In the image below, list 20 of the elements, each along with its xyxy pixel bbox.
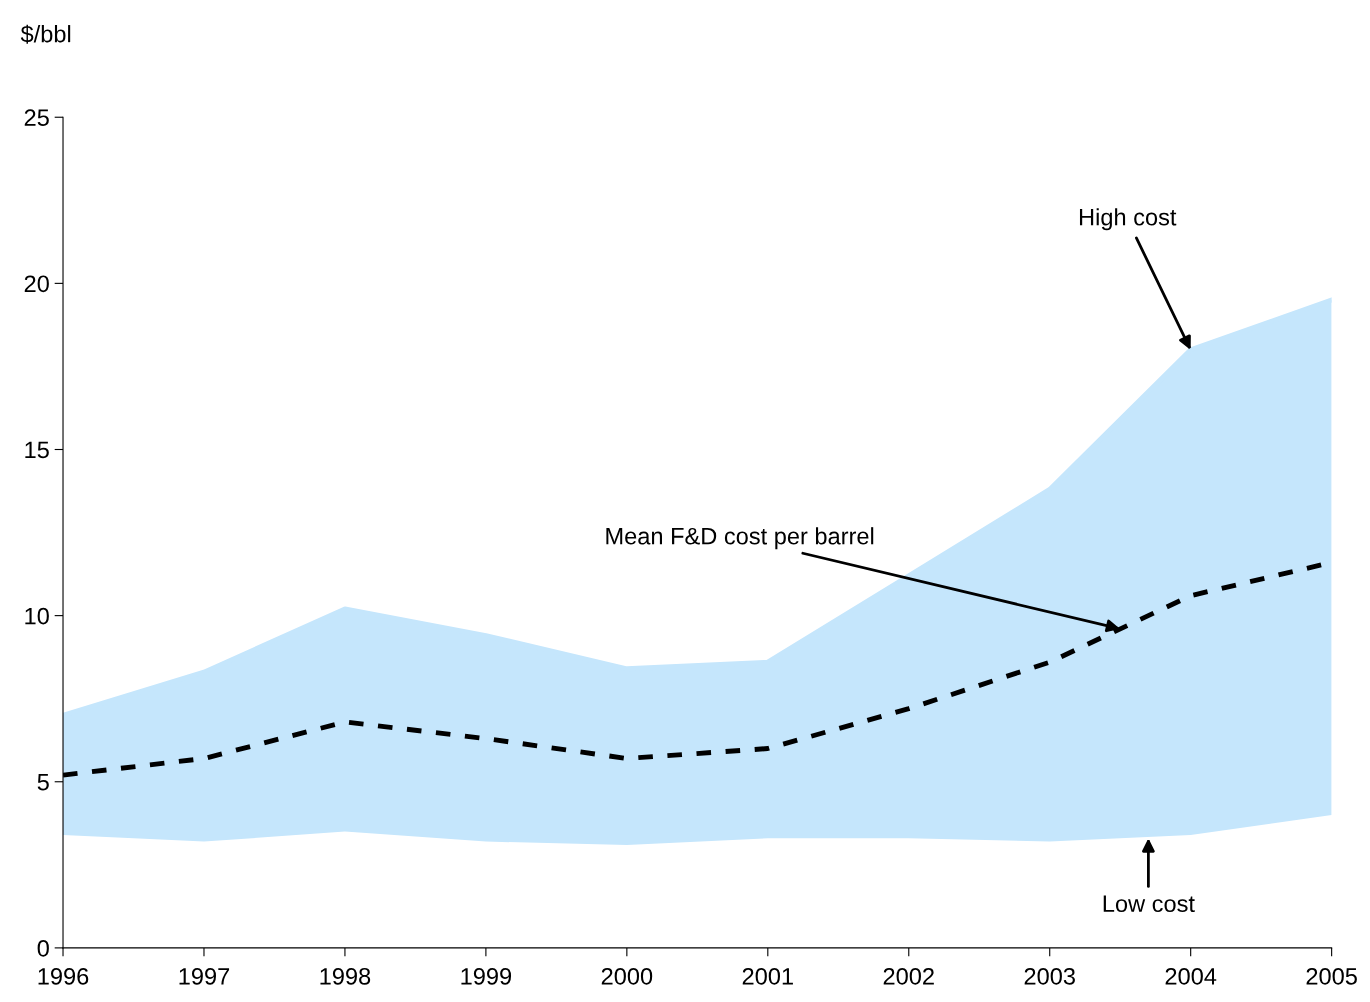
x-tick-label: 2003 xyxy=(1024,967,1075,985)
y-tick-label: 0 xyxy=(37,939,49,957)
x-tick-label: 1997 xyxy=(179,967,230,985)
annotation: Low cost xyxy=(1103,895,1195,913)
y-tick-label: 15 xyxy=(25,441,49,459)
annotation: Mean F&D cost per barrel xyxy=(606,527,874,550)
annotation: High cost xyxy=(1079,208,1177,231)
x-tick-label: 2002 xyxy=(883,967,934,985)
x-tick-label: 2001 xyxy=(742,967,793,985)
x-tick-label: 1998 xyxy=(320,967,371,985)
x-tick-label: 1999 xyxy=(461,967,512,985)
y-tick-label: 20 xyxy=(24,275,49,293)
x-tick-label: 2005 xyxy=(1306,967,1357,985)
x-tick-label: 1996 xyxy=(38,967,89,985)
y-tick-label: 25 xyxy=(24,109,49,127)
x-tick-label: 2004 xyxy=(1165,967,1217,985)
y-tick-label: 5 xyxy=(37,774,49,791)
x-tick-label: 2000 xyxy=(601,967,653,985)
y-tick-label: 10 xyxy=(25,607,49,625)
y-axis-title: $/bbl xyxy=(20,24,71,44)
